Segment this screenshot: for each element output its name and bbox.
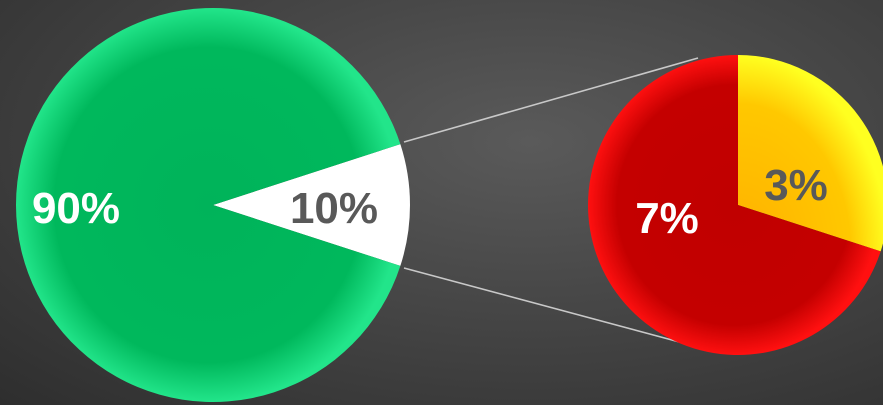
- slice-label-7: 7%: [635, 194, 699, 243]
- detail-pie: [587, 55, 883, 355]
- slice-label-90: 90%: [32, 184, 120, 233]
- main-pie: [15, 7, 410, 403]
- pie-slice-3: [738, 55, 883, 252]
- slice-label-10: 10%: [290, 184, 378, 233]
- pie-slice-90: [15, 7, 401, 403]
- pie-slice-10: [213, 144, 410, 266]
- pie-slice-7: [587, 55, 881, 355]
- slice-label-3: 3%: [764, 161, 828, 210]
- connector-line-bottom: [403, 267, 699, 348]
- connector-lines: [403, 57, 699, 348]
- connector-line-top: [403, 57, 699, 143]
